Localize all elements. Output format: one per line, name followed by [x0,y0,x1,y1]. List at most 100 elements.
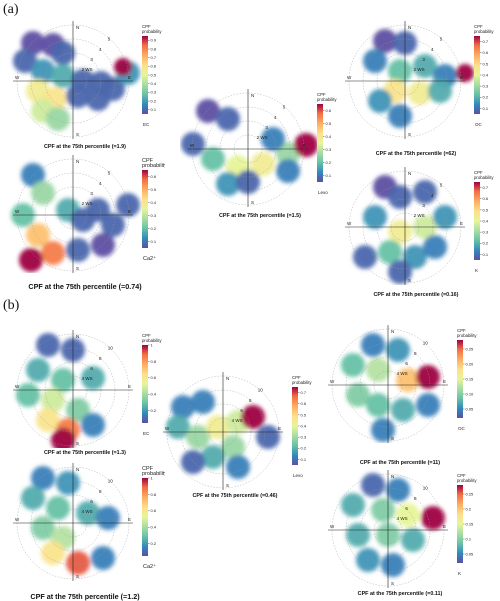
cpf-cell [101,213,125,237]
colorbar-title: probability [292,380,312,385]
colorbar-tick-label: 0.1 [483,252,489,257]
colorbar-tick-label: 0.1 [151,107,157,112]
colorbar-tick-label: 0.7 [483,185,489,190]
colorbar-tick-label: 0.1 [151,239,157,244]
cpf-cell [96,506,120,530]
colorbar-tick-label: 0.1 [483,106,489,111]
colorbar-title: CPF [474,24,483,29]
compass-label-e: E [128,75,131,80]
compass-label-w: W [347,75,352,80]
cpf-cell [86,87,110,111]
compass-label-n: N [391,474,394,479]
plot-caption: CPF at the 75th percentile (=62) [375,151,457,157]
plot-caption: CPF at the 75th percentile (=1.2) [30,592,140,601]
colorbar-tick-label: 0.4 [151,392,157,397]
ws-ring-label: 4 WS [397,516,408,521]
colorbar [474,36,480,114]
colorbar-tick-label: 0.3 [326,147,332,152]
colorbar [142,170,148,248]
ws-ring-label: 10 [108,346,114,351]
cpf-cell [56,471,80,495]
cpf-cell [294,133,318,157]
ws-ring-label: 3 [422,57,425,62]
colorbar-title: probability [474,175,494,180]
compass-label-w: W [15,209,20,214]
cpf-cell [201,445,225,469]
colorbar-title: probability [317,97,337,102]
colorbar-tick-label: 0.25 [466,346,475,351]
colorbar-title: probability [457,478,477,483]
cpf-cell [361,333,385,357]
colorbar-tick-label: 0.1 [466,536,472,541]
colorbar-tick-label: 0.20 [466,361,475,366]
polar-plot-5: N E S W 2 WS 3 4 5 0.1 0.2 0.3 0.4 0.5 0.6 0.7 CPFproba… [345,167,494,285]
colorbar-tick-label: 0.4 [151,81,157,86]
cpf-cell [368,89,392,113]
ws-ring-label: 6 [240,408,243,413]
plot-caption: CPF at the 75th percentile (=1.9) [44,144,126,150]
cpf-blobs [363,29,474,128]
colorbar-title: CPF [142,158,154,164]
cpf-cell [356,548,380,572]
compass-label-e: E [128,384,131,389]
colorbar-tick-label: 0.8 [151,359,157,364]
ws-ring-label: 6 [90,499,93,504]
colorbar-tick-label: 0.5 [151,72,157,77]
colorbar-tick-label: 0.6 [301,401,307,406]
cpf-blobs [166,390,280,479]
colorbar-title: probability [142,163,165,169]
colorbar-tick-label: 0.8 [151,492,157,497]
cpf-cell [371,418,395,442]
compass-label-s: S [408,132,411,137]
cpf-cell [341,353,365,377]
cpf-cell [166,415,190,439]
cpf-cell [91,233,115,257]
compass-label-s: S [76,441,79,446]
species-label: OC [458,426,466,431]
cpf-cell [276,142,300,166]
colorbar-tick-label: 0.5 [301,412,307,417]
colorbar-title: CPF [474,170,483,175]
cpf-cell [381,553,405,577]
cpf-cell [19,248,43,272]
ws-ring-label: 10 [108,479,114,484]
colorbar-tick-label: 0.4 [326,134,332,139]
cpf-cell [26,223,50,247]
cpf-cell [401,528,425,552]
cpf-cell [433,205,457,229]
cpf-cell [241,405,265,429]
colorbar-tick-label: 0.2 [483,241,489,246]
colorbar-title: CPF [292,375,301,380]
compass-label-n: N [391,329,394,334]
colorbar-tick-label: 0.1 [301,457,307,462]
cpf-blobs [13,31,140,131]
cpf-cell [373,29,397,53]
colorbar-title: probability [142,29,162,34]
plot-caption: CPF at the 75th percentile (=0.46) [192,493,278,499]
plot-caption: CPF at the 75th percentile (=0.11) [357,591,443,597]
plot-caption: CPF at the 75th percentile (=11) [359,460,441,466]
ws-ring-label: 6 [90,366,93,371]
colorbar-title: CPF [317,92,326,97]
colorbar-tick-label: 0.6 [151,64,157,69]
compass-label-n: N [226,376,229,381]
cpf-cell [256,425,280,449]
cpf-cell [386,478,410,502]
cpf-cell [408,81,432,105]
cpf-cell [341,493,365,517]
cpf-cell [366,393,390,417]
cpf-cell [388,104,412,128]
colorbar-tick-label: 0.4 [483,72,489,77]
ws-ring-label: 2 WS [414,213,425,218]
cpf-cell [31,181,55,205]
polar-plot-10: N E S W 4 WS 6 8 10 0.05 0.1 0.15 0.2 0.25 CPFprobabi… [328,470,477,588]
colorbar-tick-label: 0.5 [151,187,157,192]
colorbar-title: probability [142,338,162,343]
colorbar-tick-label: 0.15 [466,521,475,526]
polar-plot-8: N E S W 4 WS 6 8 10 0.05 0.10 0.15 0.20 0.25 CPFproba… [328,325,477,443]
cpf-cell [51,41,75,65]
cpf-cell [81,366,105,390]
ws-ring-label: 5 [440,183,443,188]
ws-ring-label: 4 WS [82,376,93,381]
